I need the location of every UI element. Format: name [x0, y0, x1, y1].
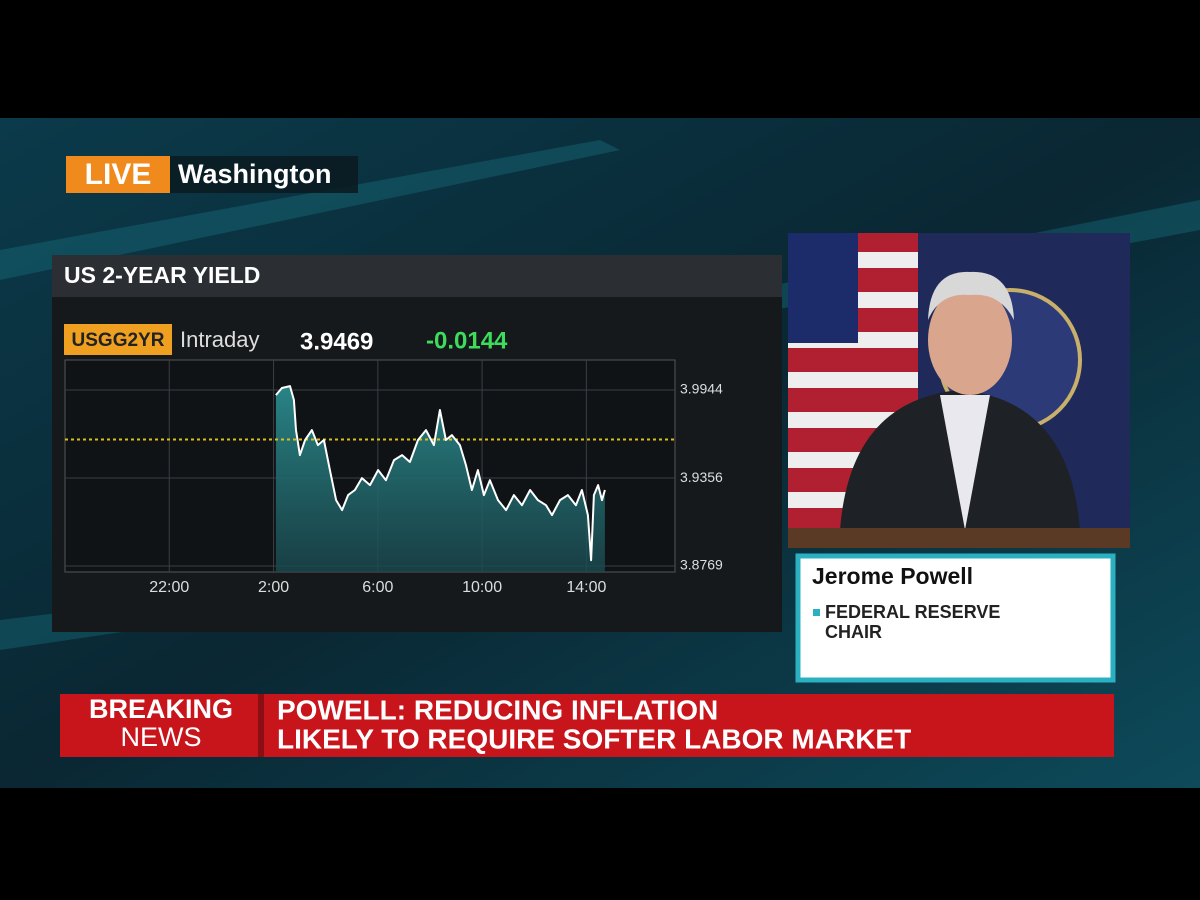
- ticker-badge: [64, 324, 172, 355]
- speaker-title: CHAIR: [825, 622, 882, 642]
- last-value: 3.9469: [300, 328, 373, 355]
- bullet: [813, 609, 820, 616]
- live-label: LIVE: [85, 158, 152, 191]
- x-tick-label: 22:00: [149, 579, 189, 596]
- divider: [258, 694, 264, 757]
- x-tick-label: 2:00: [258, 579, 289, 596]
- speaker-name: Jerome Powell: [812, 563, 973, 589]
- hair: [928, 271, 1014, 320]
- breaking: NEWS: [121, 722, 202, 752]
- breaking-bar: [60, 694, 1114, 757]
- ticker: USGG2YR: [72, 330, 165, 351]
- headline: POWELL: REDUCING INFLATION: [277, 694, 718, 725]
- podium: [788, 528, 1130, 548]
- location: Washington: [178, 159, 331, 189]
- speaker-head: [928, 285, 1012, 395]
- area: [275, 386, 605, 572]
- period: Intraday: [180, 327, 260, 352]
- y-tick-label: 3.9944: [680, 381, 723, 397]
- change-value: -0.0144: [426, 327, 508, 354]
- x-tick-label: 6:00: [362, 579, 393, 596]
- headline: LIKELY TO REQUIRE SOFTER LABOR MARKET: [277, 723, 911, 754]
- y-tick-label: 3.8769: [680, 557, 723, 573]
- live-badge: [66, 156, 170, 193]
- name-card: [795, 553, 1116, 683]
- x-tick-label: 10:00: [462, 579, 502, 596]
- letterbox-bottom: [0, 788, 1200, 900]
- x-tick-label: 14:00: [566, 579, 606, 596]
- chart-title: US 2-YEAR YIELD: [64, 262, 260, 288]
- location-box: [170, 156, 358, 193]
- letterbox-top: [0, 0, 1200, 118]
- chart-header: [52, 255, 782, 297]
- price-line: [275, 385, 606, 562]
- flag-canton: [788, 233, 858, 343]
- breaking: BREAKING: [89, 694, 233, 724]
- y-tick-label: 3.9356: [680, 469, 723, 485]
- shirt: [940, 395, 990, 530]
- speaker-title: FEDERAL RESERVE: [825, 602, 1000, 622]
